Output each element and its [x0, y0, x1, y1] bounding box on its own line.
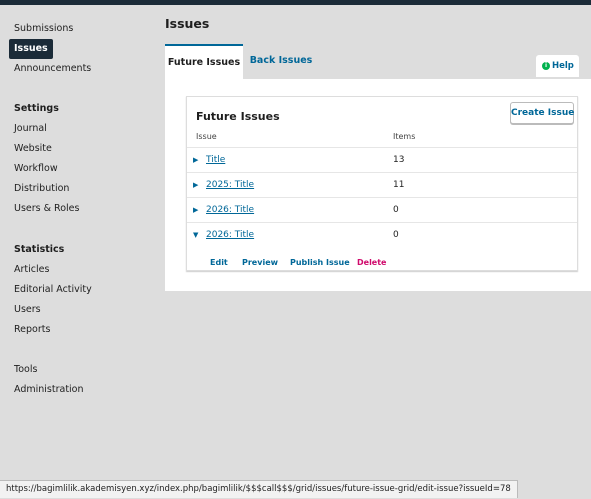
edit-issue-link[interactable]: Edit [210, 258, 228, 267]
nav-users[interactable]: Users [14, 304, 41, 315]
column-header-items: Items [393, 132, 416, 141]
delete-issue-link[interactable]: Delete [357, 258, 387, 267]
collapse-arrow-icon[interactable]: ▼ [193, 231, 199, 239]
table-row: ▶ 2026: Title 0 [187, 197, 577, 222]
top-bar [0, 0, 591, 5]
issue-title-link[interactable]: 2026: Title [206, 205, 255, 215]
expand-arrow-icon[interactable]: ▶ [193, 156, 199, 164]
settings-heading: Settings [14, 103, 59, 114]
table-row: ▶ 2025: Title 11 [187, 172, 577, 197]
nav-tools[interactable]: Tools [14, 364, 38, 375]
nav-distribution[interactable]: Distribution [14, 183, 70, 194]
nav-articles[interactable]: Articles [14, 264, 50, 275]
page-title: Issues [165, 16, 210, 31]
tab-panel: Future Issues Create Issue Issue Items ▶… [165, 79, 591, 291]
nav-issues[interactable]: Issues [9, 39, 53, 59]
info-icon: i [542, 62, 550, 70]
issue-items-count: 13 [393, 155, 405, 165]
table-row: ▼ 2026: Title 0 [187, 222, 577, 247]
main-content: Issues Future Issues Back Issues i Help F… [150, 5, 591, 499]
issue-items-count: 11 [393, 180, 405, 190]
nav-workflow[interactable]: Workflow [14, 163, 58, 174]
publish-issue-link[interactable]: Publish Issue [290, 258, 350, 267]
issue-items-count: 0 [393, 230, 399, 240]
nav-submissions[interactable]: Submissions [14, 23, 74, 34]
grid-title: Future Issues [196, 110, 280, 123]
preview-issue-link[interactable]: Preview [242, 258, 279, 267]
sidebar: Submissions Issues Announcements Setting… [0, 5, 150, 499]
column-header-issue: Issue [196, 132, 217, 141]
nav-users-roles[interactable]: Users & Roles [14, 203, 80, 214]
help-label: Help [552, 61, 574, 71]
table-row: ▶ Title 13 [187, 147, 577, 172]
nav-administration[interactable]: Administration [14, 384, 84, 395]
issue-title-link[interactable]: 2025: Title [206, 180, 255, 190]
nav-reports[interactable]: Reports [14, 324, 51, 335]
expand-arrow-icon[interactable]: ▶ [193, 206, 199, 214]
issue-items-count: 0 [393, 205, 399, 215]
statistics-heading: Statistics [14, 244, 65, 255]
future-issues-grid: Future Issues Create Issue Issue Items ▶… [186, 96, 578, 271]
issue-title-link[interactable]: 2026: Title [206, 230, 255, 240]
tab-back-issues[interactable]: Back Issues [249, 55, 313, 66]
create-issue-button[interactable]: Create Issue [510, 102, 574, 124]
nav-website[interactable]: Website [14, 143, 52, 154]
nav-editorial-activity[interactable]: Editorial Activity [14, 284, 92, 295]
nav-announcements[interactable]: Announcements [14, 63, 92, 74]
issue-title-link[interactable]: Title [206, 155, 226, 165]
status-bar-url: https://bagimlilik.akademisyen.xyz/index… [0, 480, 518, 498]
nav-journal[interactable]: Journal [14, 123, 47, 134]
expand-arrow-icon[interactable]: ▶ [193, 181, 199, 189]
tab-future-issues[interactable]: Future Issues [165, 44, 243, 79]
help-button[interactable]: i Help [536, 55, 579, 77]
